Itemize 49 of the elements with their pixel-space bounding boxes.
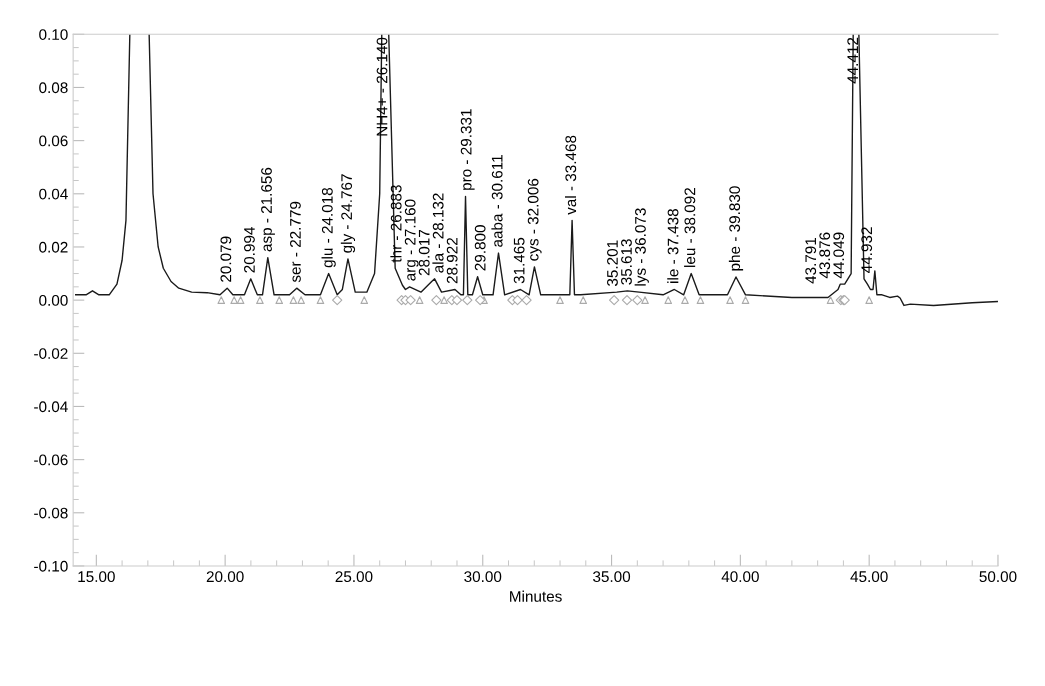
annotation: gly - 24.767: [340, 174, 356, 253]
y-tick-label: 0.10: [39, 29, 68, 40]
x-tick-label: 50.00: [979, 571, 1017, 583]
y-tick-label: -0.06: [34, 454, 68, 466]
annotation: 28.922: [446, 237, 458, 284]
annotation: 31.465: [513, 237, 525, 284]
annotation: 20.994: [244, 227, 255, 273]
y-tick-label: 0.06: [39, 135, 68, 147]
annotation: 44.932: [861, 227, 873, 273]
y-tick-label: 0.08: [39, 82, 68, 94]
annotation: pro - 29.331: [460, 109, 475, 190]
annotation: val - 33.468: [564, 135, 577, 215]
x-tick-label: 35.00: [593, 571, 631, 583]
x-tick-label: 15.00: [78, 571, 115, 583]
x-tick-label: 45.00: [850, 571, 888, 583]
annotation: 43.876: [819, 232, 831, 279]
annotation: ser - 22.779: [290, 201, 301, 283]
y-tick-label: -0.10: [34, 560, 68, 572]
annotation: ile - 37.438: [667, 209, 679, 283]
annotation: leu - 38.092: [684, 188, 696, 267]
x-tick-label: 40.00: [721, 571, 759, 583]
y-tick-label: 0.04: [39, 188, 68, 200]
y-tick-label: -0.02: [34, 348, 68, 359]
annotation: asp - 21.656: [261, 167, 275, 252]
y-tick-label: 0.00: [39, 294, 68, 306]
annotation: 28.017: [418, 230, 430, 276]
annotation: 20.079: [220, 236, 232, 282]
annotation: thr - 26.883: [390, 185, 402, 263]
x-axis-title: Minutes: [510, 590, 562, 602]
x-tick-label: 25.00: [335, 571, 373, 583]
y-tick-label: -0.04: [34, 401, 68, 413]
y-tick-label: -0.08: [34, 507, 68, 519]
annotation: lys - 36.073: [634, 208, 649, 286]
annotation: 44.049: [833, 232, 845, 279]
annotation: phe - 39.830: [728, 186, 744, 271]
annotation: aaba - 30.611: [491, 155, 503, 247]
x-tick-label: 30.00: [464, 571, 502, 583]
annotation: 29.800: [474, 225, 486, 271]
annotation: 43.791: [805, 237, 817, 284]
annotation: 44.412: [847, 37, 858, 84]
y-tick-label: 0.02: [39, 241, 68, 253]
annotation: NH4+ - 26.140: [376, 37, 388, 136]
annotation: 35.613: [621, 239, 632, 285]
annotation: arg - 27.160: [404, 199, 419, 281]
annotation: ala - 28.132: [432, 193, 444, 273]
annotation: 35.201: [607, 240, 618, 287]
annotation: cys - 32.006: [527, 178, 542, 261]
annotation: glu - 24.018: [321, 187, 336, 268]
x-tick-label: 20.00: [206, 571, 244, 583]
